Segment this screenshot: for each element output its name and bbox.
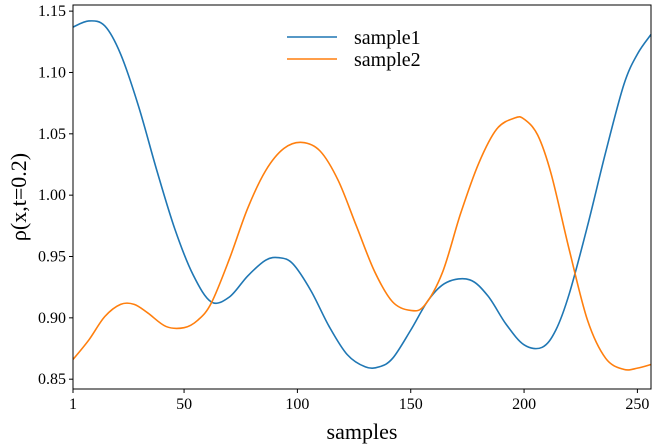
series-line-sample2 [72, 115, 652, 371]
x-tick-label: 250 [625, 396, 649, 413]
x-tick-label: 200 [512, 396, 536, 413]
legend-label-sample2: sample2 [354, 49, 421, 71]
series-line-sample1 [72, 20, 652, 370]
x-tick-label: 100 [285, 396, 309, 413]
y-tick-label: 1.15 [38, 3, 66, 20]
y-tick-label: 0.90 [38, 310, 66, 327]
x-axis-label: samples [327, 419, 398, 444]
y-tick-label: 0.95 [38, 249, 66, 266]
plot-lines [72, 20, 652, 371]
y-tick-label: 1.05 [38, 126, 66, 143]
y-axis-ticks: 0.85 0.90 0.95 1.00 1.05 1.10 1.15 [38, 3, 73, 388]
x-tick-label: 50 [176, 396, 192, 413]
legend-label-sample1: sample1 [354, 27, 421, 49]
x-tick-label: 150 [399, 396, 423, 413]
y-tick-label: 1.10 [38, 64, 66, 81]
plot-frame [72, 4, 652, 390]
x-axis-ticks: 1 50 100 150 200 250 [69, 389, 649, 413]
y-tick-label: 1.00 [38, 187, 66, 204]
x-tick-label: 1 [69, 396, 77, 413]
y-axis-label: ρ(x,t=0.2) [6, 153, 31, 241]
y-tick-label: 0.85 [38, 371, 66, 388]
